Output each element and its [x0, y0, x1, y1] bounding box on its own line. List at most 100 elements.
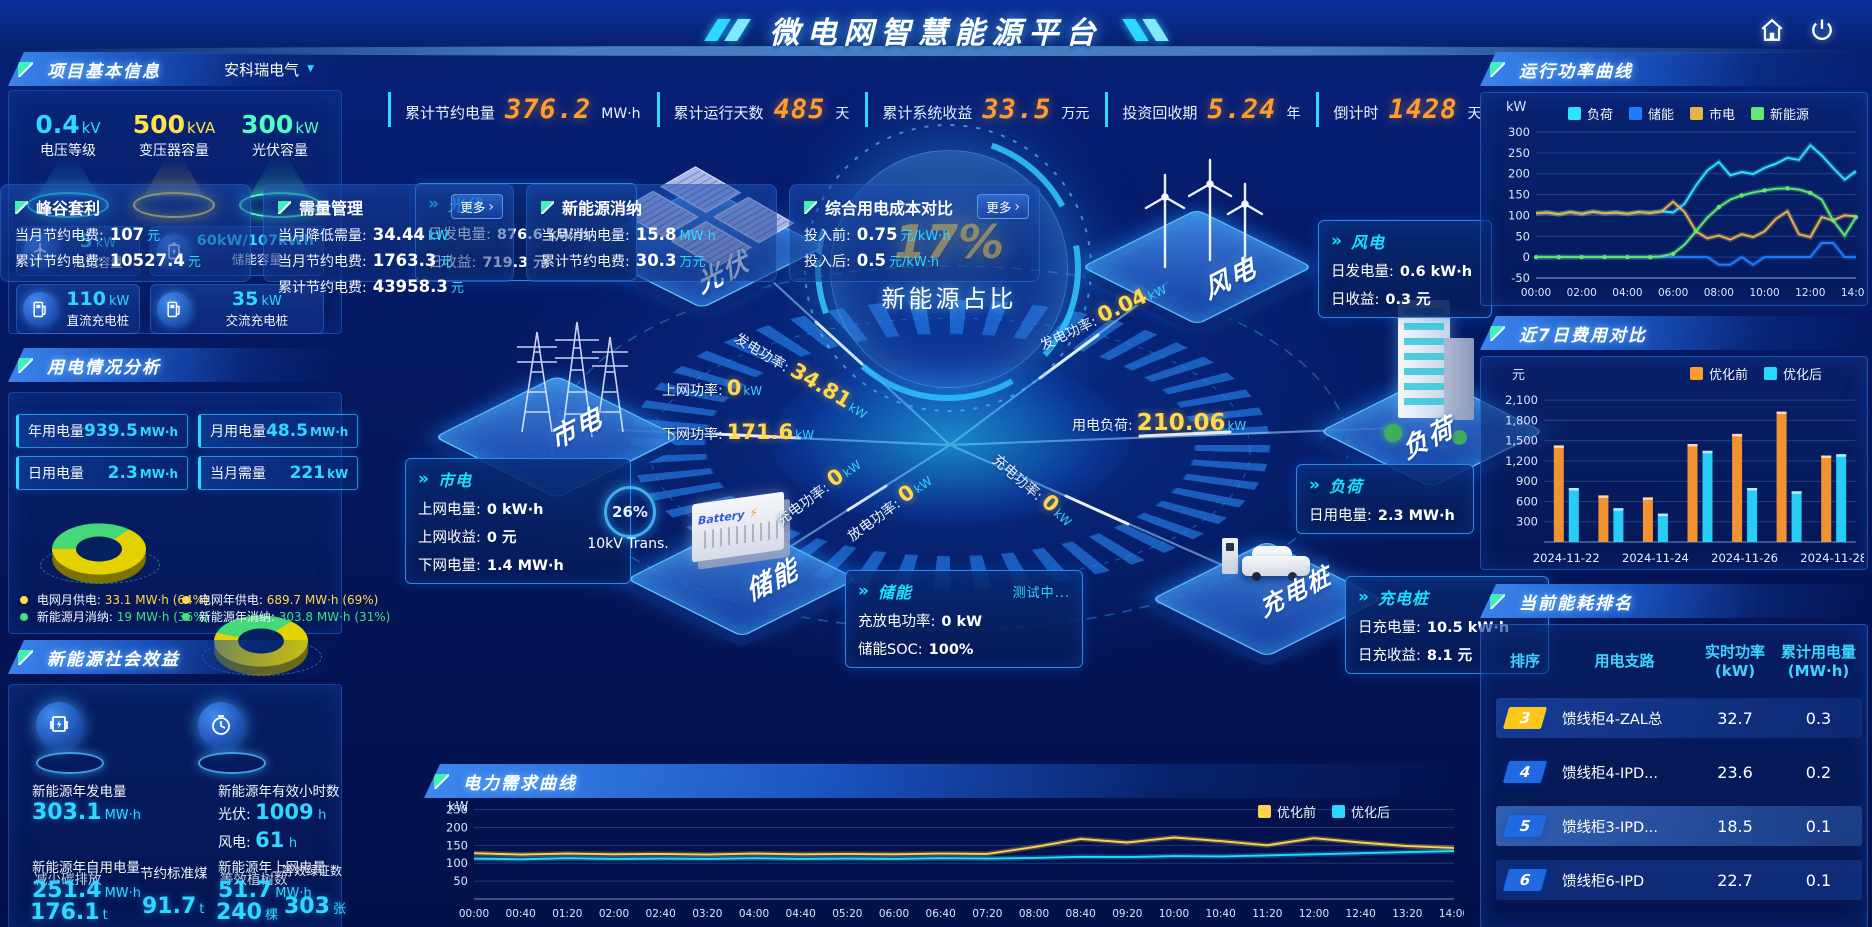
pedestal-label: 变压器容量 [139, 143, 209, 159]
cost-compare-panel-body [1480, 356, 1868, 570]
ranking-table-row[interactable]: 3 馈线柜4-ZAL总 32.7 0.3 [1496, 698, 1862, 738]
donut-legend-item: 新能源年消纳: 303.8 MW·h (31%) [182, 609, 390, 626]
donut-legend-item: 电网月供电: 33.1 MW·h (64%) [20, 592, 209, 609]
grid-info-title: 市电 [418, 467, 618, 491]
usage-stat-box: 日用电量 2.3 MW·h [16, 456, 189, 490]
benefit-sub-value: 光伏: 1009 h [218, 800, 327, 824]
ranking-table-row[interactable]: 5 馈线柜3-IPD... 18.5 0.1 [1496, 806, 1862, 846]
benefit-value: 91.7 t [142, 894, 205, 919]
donut-legend-item: 电网年供电: 689.7 MW·h (69%) [182, 592, 390, 609]
benefit-value: 303 张 [284, 894, 346, 919]
legend-item[interactable]: 优化前 [1258, 802, 1316, 821]
legend-item[interactable]: 储能 [1629, 104, 1674, 123]
rank-badge: 3 [1502, 707, 1548, 729]
power-icon[interactable] [1806, 14, 1838, 46]
load-building-icon [1398, 300, 1450, 418]
kpi-unit: 万元 [1061, 105, 1090, 122]
legend-item[interactable]: 市电 [1690, 104, 1735, 123]
home-icon[interactable] [1756, 14, 1788, 46]
card-metric-row: 累计节约电费: 30.3 万元 [541, 251, 706, 270]
benefit-sub-value: 风电: 61 h [218, 828, 298, 852]
legend-swatch-icon [1629, 107, 1643, 120]
monthly-donut-chart [40, 494, 160, 586]
svg-text:1,500: 1,500 [1505, 434, 1538, 448]
legend-item[interactable]: 优化后 [1332, 802, 1390, 821]
battery-container-text: Battery [698, 508, 745, 528]
legend-dot-icon [20, 596, 28, 604]
legend-item[interactable]: 新能源 [1751, 104, 1809, 123]
benefit-label: 新能源年有效小时数 [218, 784, 340, 800]
panel-corner-icon [434, 774, 449, 789]
ranking-col-header: 排序 [1509, 652, 1540, 671]
kpi-item: 倒计时 1428 天 [1316, 91, 1497, 127]
card-metric-row: 累计节约电费: 43958.3 元 [278, 277, 464, 296]
svg-text:08:40: 08:40 [1066, 908, 1096, 920]
car-wheel-icon [1288, 572, 1297, 581]
kpi-label: 累计运行天数 [673, 103, 764, 122]
svg-text:04:40: 04:40 [786, 908, 816, 920]
svg-text:10:00: 10:00 [1749, 287, 1779, 299]
kpi-unit: 天 [1467, 105, 1482, 122]
load-info-box: 负荷 日用电量:2.3 MW·h [1296, 464, 1474, 534]
branch-name: 馈线柜4-IPD... [1562, 765, 1658, 782]
header-curve-decor [0, 46, 1872, 56]
accumulated-energy: 0.3 [1805, 708, 1832, 728]
dc-charger-icon [23, 292, 57, 326]
yearly-donut-legend: 电网年供电: 689.7 MW·h (69%) 新能源年消纳: 303.8 MW… [182, 592, 390, 626]
ranking-table-row[interactable]: 4 馈线柜4-IPD... 23.6 0.2 [1496, 752, 1862, 792]
usage-stat-label: 年用电量 [28, 424, 84, 440]
benefit-card-title: 峰谷套利 [15, 195, 236, 219]
more-button[interactable]: 更多 [977, 194, 1029, 219]
legend-item[interactable]: 负荷 [1568, 104, 1613, 123]
svg-text:02:40: 02:40 [646, 908, 676, 920]
usage-stat-value: 939.5 MW·h [84, 421, 179, 441]
svg-text:14:00: 14:00 [1841, 287, 1864, 299]
kpi-item: 投资回收期 5.24 年 [1105, 91, 1316, 127]
power-y-axis-unit: kW [1506, 100, 1527, 115]
draw-power-flow: 下网功率: 171.6 kW [662, 420, 814, 444]
wind-info-title: 风电 [1331, 229, 1479, 253]
usage-stat-box: 月用电量 48.5 MW·h [198, 414, 359, 448]
usage-stat-value: 221 kW [289, 463, 349, 483]
svg-text:-50: -50 [1511, 271, 1530, 285]
svg-text:2024-11-22: 2024-11-22 [1533, 551, 1600, 565]
ranking-table-row[interactable]: 6 馈线柜6-IPD 22.7 0.1 [1496, 860, 1862, 900]
kpi-unit: MW·h [601, 105, 641, 122]
legend-item[interactable]: 优化前 [1690, 364, 1748, 383]
benefit-value: 251.4 MW·h [32, 878, 142, 903]
charger-post-icon [1222, 538, 1238, 574]
branch-name: 馈线柜4-ZAL总 [1562, 711, 1663, 728]
cost-compare-panel-title: 近7日费用对比 [1519, 325, 1647, 346]
car-wheel-icon [1252, 572, 1261, 581]
card-corner-icon [804, 200, 817, 214]
svg-text:1,200: 1,200 [1505, 454, 1538, 468]
usage-stats: 年用电量 939.5 MW·h 月用电量 48.5 MW·h 日用电量 2.3 MW·… [16, 414, 359, 490]
kpi-label: 累计系统收益 [882, 103, 973, 122]
kpi-item: 累计系统收益 33.5 万元 [865, 91, 1105, 127]
car-body-icon [1242, 556, 1310, 576]
panel-corner-icon [1490, 62, 1505, 77]
company-dropdown[interactable]: 安科瑞电气 [224, 59, 314, 80]
svg-text:00:00: 00:00 [459, 908, 489, 920]
demand-chart-legend: 优化前 优化后 [1258, 802, 1390, 821]
load-building-side-icon [1444, 338, 1474, 420]
benefit-card: 峰谷套利 当月节约电费: 107 元累计节约电费: 10527.4 元 [0, 184, 251, 282]
generation-icon [36, 702, 104, 774]
kpi-value: 1428 [1388, 93, 1458, 125]
tree-icon [1384, 424, 1402, 442]
more-button[interactable]: 更多 [451, 194, 503, 219]
legend-swatch-icon [1690, 367, 1703, 380]
panel-corner-icon [1490, 594, 1505, 609]
svg-text:100: 100 [446, 856, 468, 870]
legend-item[interactable]: 优化后 [1764, 364, 1822, 383]
power-curve-panel-title: 运行功率曲线 [1519, 61, 1633, 82]
card-metric-row: 累计节约电费: 10527.4 元 [15, 251, 201, 270]
svg-text:0: 0 [1523, 250, 1530, 264]
usage-panel-header: 用电情况分析 [8, 348, 340, 382]
svg-text:04:00: 04:00 [739, 908, 769, 920]
svg-text:200: 200 [1508, 167, 1530, 181]
realtime-power: 18.5 [1717, 816, 1753, 836]
card-corner-icon [541, 200, 554, 214]
benefit-value: 240 棵 [216, 900, 278, 925]
